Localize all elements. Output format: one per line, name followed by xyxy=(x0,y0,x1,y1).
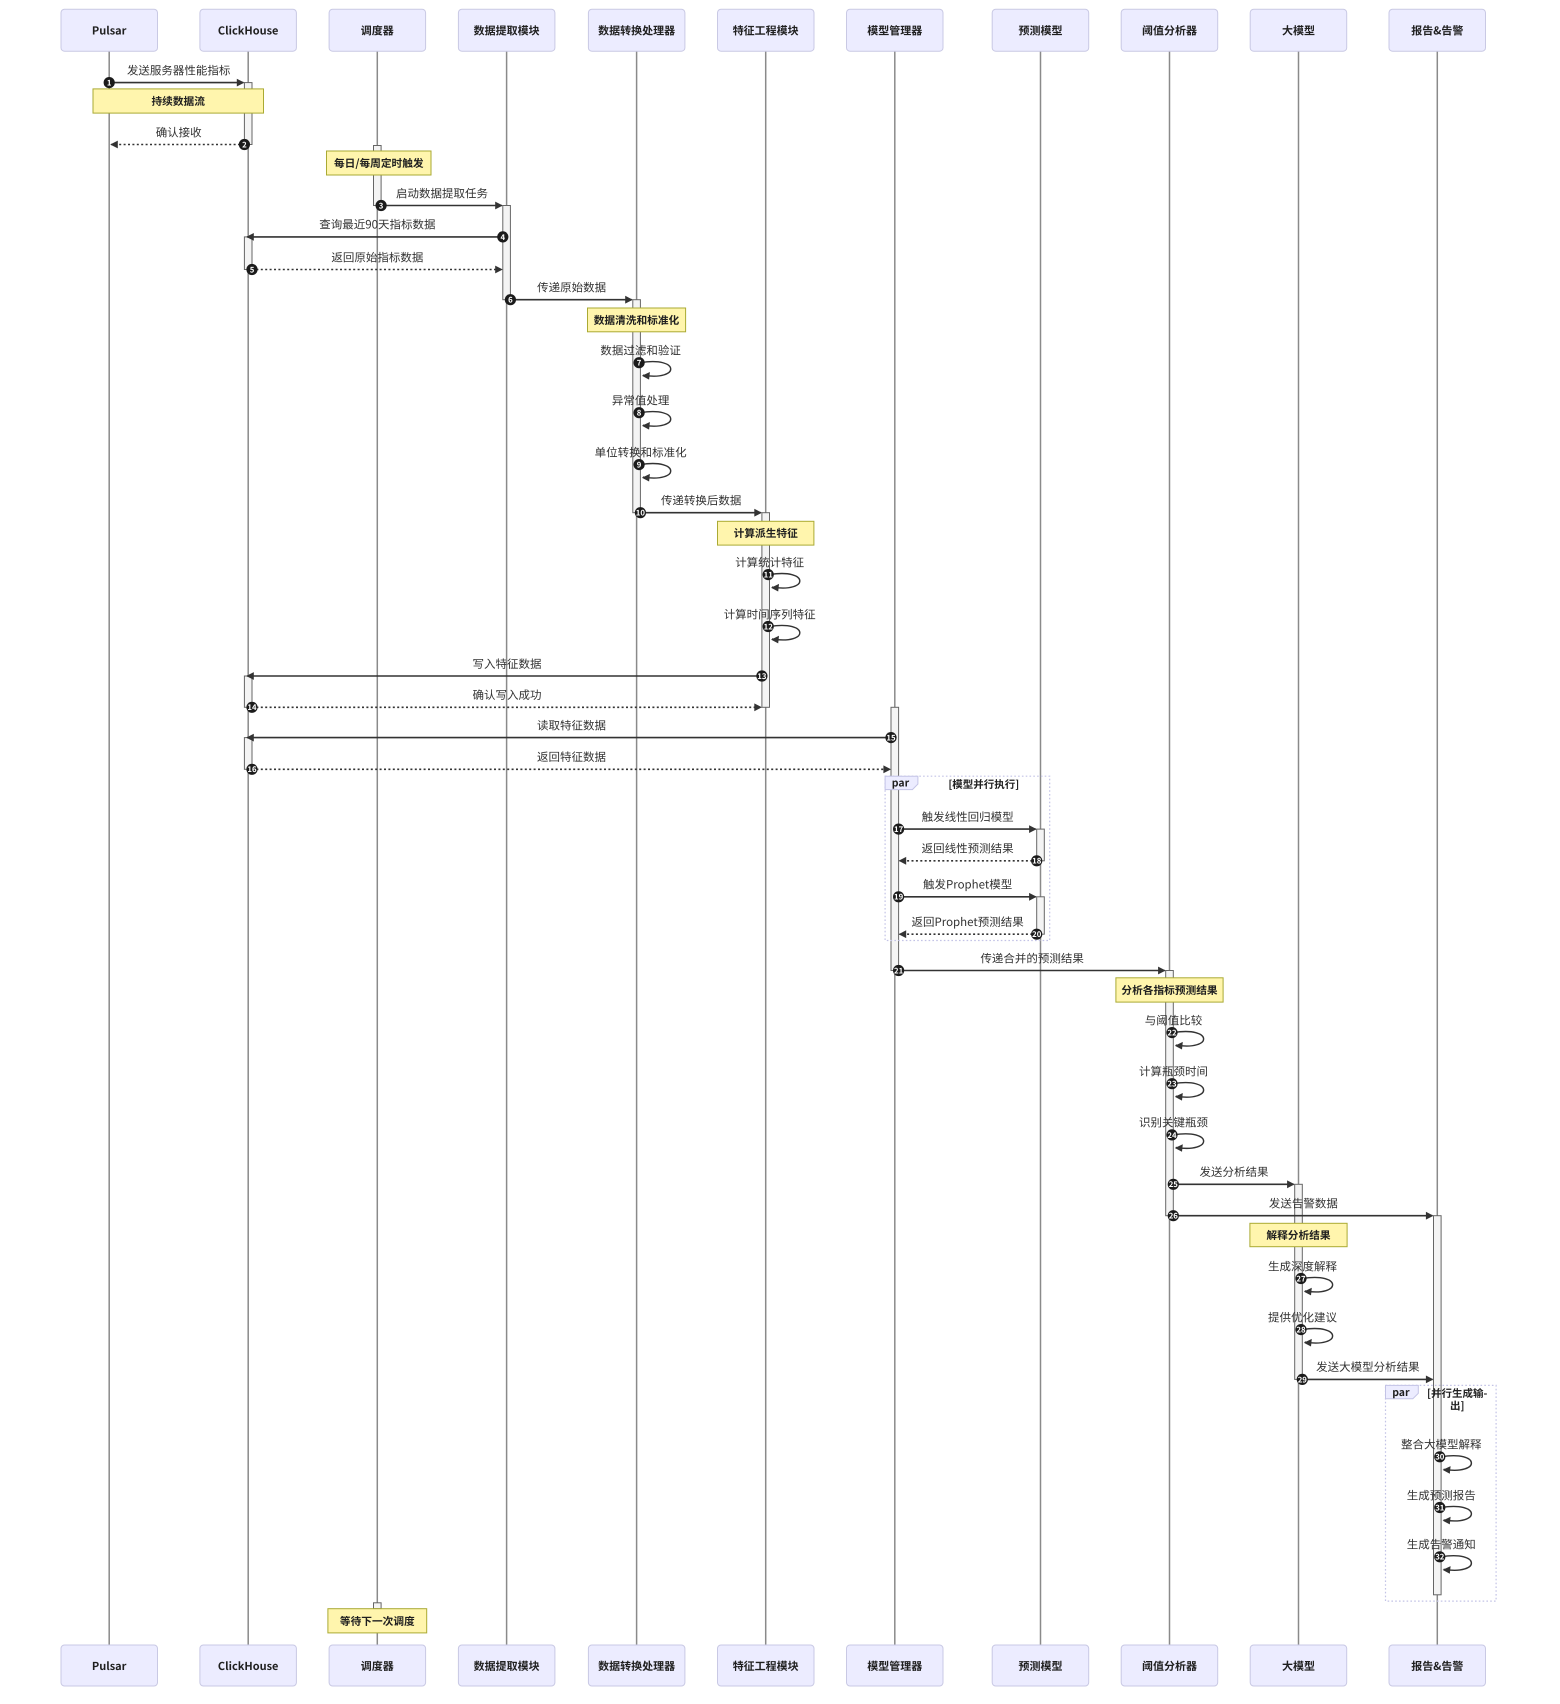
svg-text:[模型并行执行]: [模型并行执行] xyxy=(948,777,1019,792)
svg-text:13: 13 xyxy=(757,671,767,682)
svg-text:模型管理器: 模型管理器 xyxy=(867,1658,922,1674)
svg-text:15: 15 xyxy=(886,733,896,744)
svg-text:22: 22 xyxy=(1167,1028,1177,1039)
svg-text:返回线性预测结果: 返回线性预测结果 xyxy=(922,841,1014,857)
svg-text:ClickHouse: ClickHouse xyxy=(218,1658,279,1674)
svg-text:数据转换处理器: 数据转换处理器 xyxy=(598,23,675,39)
svg-text:持续数据流: 持续数据流 xyxy=(151,94,205,109)
svg-text:10: 10 xyxy=(636,508,646,519)
svg-text:确认接收: 确认接收 xyxy=(156,124,202,140)
svg-text:调度器: 调度器 xyxy=(361,23,394,39)
svg-text:大模型: 大模型 xyxy=(1282,23,1315,39)
svg-text:报告&告警: 报告&告警 xyxy=(1411,23,1463,39)
svg-text:26: 26 xyxy=(1169,1211,1179,1222)
svg-text:生成预测报告: 生成预测报告 xyxy=(1407,1487,1476,1503)
svg-text:计算派生特征: 计算派生特征 xyxy=(734,526,798,541)
svg-text:等待下一次调度: 等待下一次调度 xyxy=(340,1614,415,1629)
svg-text:发送大模型分析结果: 发送大模型分析结果 xyxy=(1316,1359,1420,1375)
svg-text:数据提取模块: 数据提取模块 xyxy=(474,23,540,39)
svg-text:分析各指标预测结果: 分析各指标预测结果 xyxy=(1121,983,1218,998)
svg-text:Pulsar: Pulsar xyxy=(92,1658,127,1674)
svg-text:数据过滤和验证: 数据过滤和验证 xyxy=(600,343,681,359)
svg-text:计算时间序列特征: 计算时间序列特征 xyxy=(724,606,816,622)
svg-text:14: 14 xyxy=(247,702,257,713)
svg-text:16: 16 xyxy=(247,764,257,775)
svg-text:5: 5 xyxy=(250,264,255,275)
svg-text:触发线性回归模型: 触发线性回归模型 xyxy=(922,809,1014,825)
svg-text:par: par xyxy=(1392,1385,1410,1400)
svg-text:特征工程模块: 特征工程模块 xyxy=(733,1658,799,1674)
svg-text:预测模型: 预测模型 xyxy=(1019,23,1063,39)
svg-text:特征工程模块: 特征工程模块 xyxy=(733,23,799,39)
svg-text:31: 31 xyxy=(1435,1502,1445,1513)
svg-text:读取特征数据: 读取特征数据 xyxy=(537,717,606,733)
svg-text:数据提取模块: 数据提取模块 xyxy=(474,1658,540,1674)
svg-text:19: 19 xyxy=(894,892,904,903)
svg-text:24: 24 xyxy=(1167,1130,1177,1141)
svg-text:单位转换和标准化: 单位转换和标准化 xyxy=(595,444,687,460)
svg-text:6: 6 xyxy=(508,295,513,306)
svg-text:解释分析结果: 解释分析结果 xyxy=(1266,1228,1330,1243)
svg-text:传递原始数据: 传递原始数据 xyxy=(537,280,606,296)
svg-text:发送分析结果: 发送分析结果 xyxy=(1200,1164,1269,1180)
svg-text:30: 30 xyxy=(1435,1452,1445,1463)
svg-text:23: 23 xyxy=(1167,1079,1177,1090)
svg-text:数据转换处理器: 数据转换处理器 xyxy=(598,1658,675,1674)
svg-text:预测模型: 预测模型 xyxy=(1019,1658,1063,1674)
svg-text:2: 2 xyxy=(242,139,247,150)
svg-text:32: 32 xyxy=(1435,1552,1445,1563)
svg-text:识别关键瓶颈: 识别关键瓶颈 xyxy=(1139,1115,1208,1131)
svg-text:返回原始指标数据: 返回原始指标数据 xyxy=(331,249,423,265)
svg-text:传递合并的预测结果: 传递合并的预测结果 xyxy=(980,950,1084,966)
svg-text:7: 7 xyxy=(637,358,642,369)
svg-text:发送服务器性能指标: 发送服务器性能指标 xyxy=(127,62,231,78)
svg-text:启动数据提取任务: 启动数据提取任务 xyxy=(396,185,488,201)
svg-text:18: 18 xyxy=(1032,856,1042,867)
svg-text:ClickHouse: ClickHouse xyxy=(218,23,279,39)
svg-text:28: 28 xyxy=(1296,1325,1306,1336)
svg-text:9: 9 xyxy=(637,460,642,471)
svg-text:触发Prophet模型: 触发Prophet模型 xyxy=(923,877,1012,893)
svg-text:与阈值比较: 与阈值比较 xyxy=(1145,1012,1203,1028)
svg-text:传递转换后数据: 传递转换后数据 xyxy=(661,493,742,509)
svg-text:1: 1 xyxy=(107,78,112,89)
svg-text:阈值分析器: 阈值分析器 xyxy=(1142,1658,1197,1674)
svg-text:11: 11 xyxy=(764,570,774,581)
svg-text:数据清洗和标准化: 数据清洗和标准化 xyxy=(594,313,680,328)
svg-text:确认写入成功: 确认写入成功 xyxy=(473,687,542,703)
svg-text:27: 27 xyxy=(1296,1273,1306,1284)
svg-text:出]: 出] xyxy=(1450,1399,1464,1414)
svg-text:模型管理器: 模型管理器 xyxy=(867,23,922,39)
svg-text:大模型: 大模型 xyxy=(1282,1658,1315,1674)
svg-text:每日/每周定时触发: 每日/每周定时触发 xyxy=(334,156,424,171)
svg-text:整合大模型解释: 整合大模型解释 xyxy=(1401,1437,1482,1453)
svg-text:调度器: 调度器 xyxy=(361,1658,394,1674)
svg-text:21: 21 xyxy=(894,965,904,976)
svg-text:阈值分析器: 阈值分析器 xyxy=(1142,23,1197,39)
svg-text:计算瓶颈时间: 计算瓶颈时间 xyxy=(1139,1064,1208,1080)
svg-text:写入特征数据: 写入特征数据 xyxy=(473,656,542,672)
svg-text:25: 25 xyxy=(1169,1179,1179,1190)
svg-text:29: 29 xyxy=(1298,1374,1308,1385)
svg-text:4: 4 xyxy=(500,232,505,243)
svg-text:[并行生成输-: [并行生成输- xyxy=(1427,1386,1487,1401)
svg-text:Pulsar: Pulsar xyxy=(92,23,127,39)
svg-text:8: 8 xyxy=(637,408,642,419)
svg-text:返回Prophet预测结果: 返回Prophet预测结果 xyxy=(911,914,1024,930)
svg-text:17: 17 xyxy=(894,824,904,835)
svg-text:返回特征数据: 返回特征数据 xyxy=(537,749,606,765)
svg-text:20: 20 xyxy=(1032,929,1042,940)
svg-text:生成告警通知: 生成告警通知 xyxy=(1407,1537,1476,1553)
svg-text:12: 12 xyxy=(764,621,774,632)
svg-text:3: 3 xyxy=(379,200,384,211)
svg-text:提供优化建议: 提供优化建议 xyxy=(1268,1309,1337,1325)
svg-text:计算统计特征: 计算统计特征 xyxy=(735,554,804,570)
svg-text:异常值处理: 异常值处理 xyxy=(612,393,670,409)
svg-text:发送告警数据: 发送告警数据 xyxy=(1269,1196,1338,1212)
svg-text:par: par xyxy=(892,776,910,791)
svg-text:查询最近90天指标数据: 查询最近90天指标数据 xyxy=(319,217,436,233)
svg-text:生成深度解释: 生成深度解释 xyxy=(1268,1258,1337,1274)
svg-text:报告&告警: 报告&告警 xyxy=(1411,1658,1463,1674)
